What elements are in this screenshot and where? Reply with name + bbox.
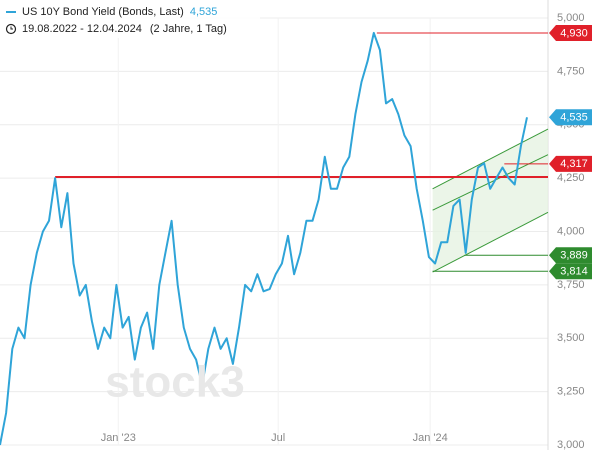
clock-icon — [5, 23, 17, 35]
y-tick-label: 3,500 — [557, 332, 585, 344]
y-tick-label: 3,000 — [557, 439, 585, 450]
y-tick-label: 4,250 — [557, 172, 585, 184]
y-tick-label: 4,000 — [557, 225, 585, 237]
last-value: 4,535 — [190, 6, 218, 18]
price-tag — [549, 109, 592, 126]
header-bg — [0, 0, 260, 38]
y-tick-label: 3,750 — [557, 279, 585, 291]
period: (2 Jahre, 1 Tag) — [150, 23, 227, 35]
watermark: stock3 — [105, 358, 244, 407]
price-tag-label: 4,317 — [560, 158, 588, 170]
price-tag — [549, 247, 592, 264]
plot-area: Jan '23 Jul Jan '24 — [0, 0, 549, 450]
channel-line — [432, 128, 549, 190]
x-tick-label: Jul — [271, 432, 285, 444]
chart-title: US 10Y Bond Yield (Bonds, Last) — [22, 6, 184, 18]
y-tick-label: 3,250 — [557, 386, 585, 398]
price-tag — [549, 263, 592, 280]
price-tag-label: 4,930 — [560, 27, 588, 39]
y-tick-label: 4,750 — [557, 65, 585, 77]
channel-fill — [432, 129, 548, 273]
price-tag — [549, 155, 592, 172]
date-range: 19.08.2022 - 12.04.2024 — [22, 23, 142, 35]
price-line — [0, 31, 528, 446]
price-tag-label: 3,889 — [560, 250, 588, 262]
channel-line — [432, 211, 549, 273]
price-tag-label: 3,814 — [560, 266, 588, 278]
clock-hand — [10, 26, 13, 30]
y-tick-label: 5,000 — [557, 12, 585, 24]
x-tick-label: Jan '23 — [101, 432, 136, 444]
price-tag — [549, 24, 592, 41]
x-tick-label: Jan '24 — [413, 432, 448, 444]
price-tag-label: 4,535 — [560, 112, 588, 124]
